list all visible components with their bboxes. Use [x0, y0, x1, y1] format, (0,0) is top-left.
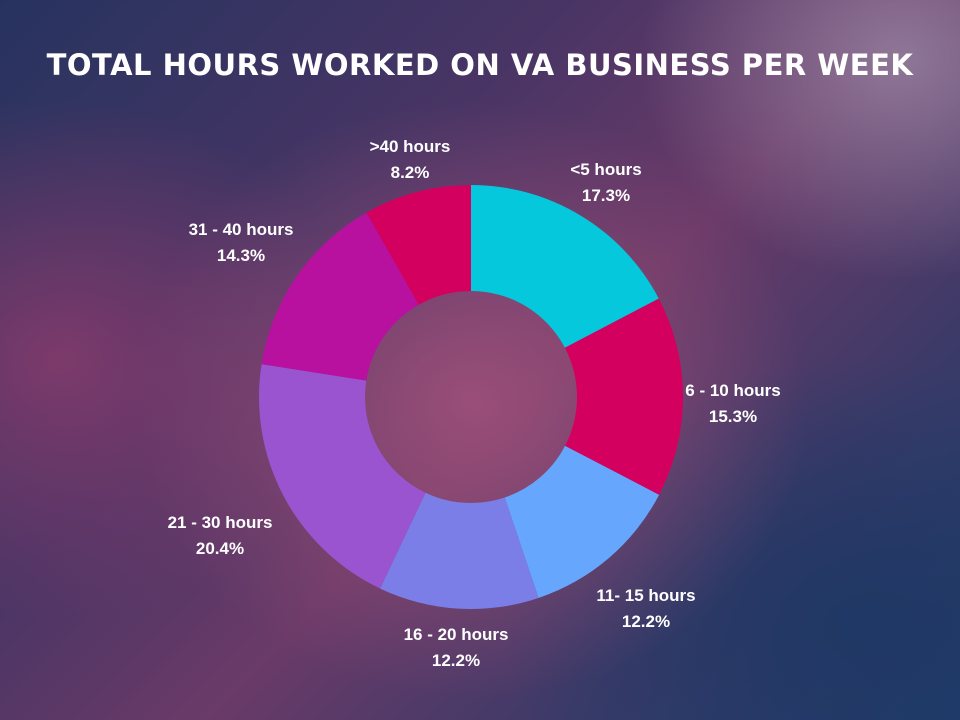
slice-6: [261, 212, 419, 381]
slice-category-label: 31 - 40 hours: [189, 220, 294, 239]
slice-value-label: 12.2%: [432, 651, 480, 670]
slice-5: [259, 364, 426, 589]
slice-value-label: 15.3%: [709, 407, 757, 426]
slice-value-label: 14.3%: [217, 246, 265, 265]
slice-value-label: 12.2%: [622, 612, 670, 631]
slice-category-label: <5 hours: [570, 160, 641, 179]
chart-title: TOTAL HOURS WORKED ON VA BUSINESS PER WE…: [46, 48, 914, 82]
slice-category-label: 21 - 30 hours: [168, 513, 273, 532]
slice-2: [564, 298, 683, 495]
slice-3: [504, 445, 660, 598]
slice-category-label: >40 hours: [370, 137, 451, 156]
slice-category-label: 11- 15 hours: [596, 586, 695, 605]
slice-category-label: 6 - 10 hours: [685, 381, 780, 400]
slice-1: [471, 185, 659, 348]
slice-value-label: 17.3%: [582, 186, 630, 205]
slice-value-label: 8.2%: [391, 163, 430, 182]
slice-4: [380, 492, 539, 609]
slice-value-label: 20.4%: [196, 539, 244, 558]
slices-group: [259, 185, 683, 609]
slice-7: [366, 185, 471, 305]
labels-group: <5 hours 17.3% 6 - 10 hours 15.3% 11- 15 hou…: [168, 137, 781, 670]
slice-category-label: 16 - 20 hours: [404, 625, 509, 644]
